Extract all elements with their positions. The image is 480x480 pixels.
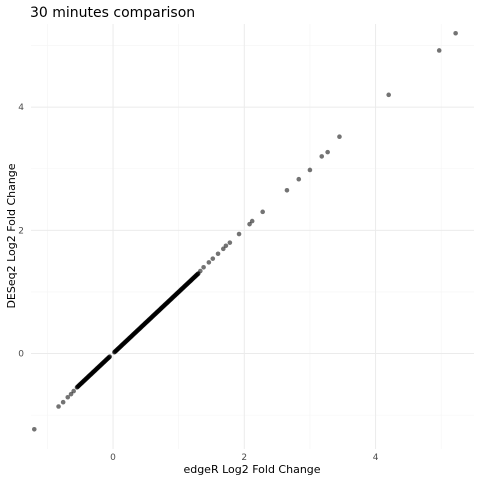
x-tick-label: 0 (110, 453, 116, 463)
scatter-point (247, 221, 252, 227)
scatter-point (223, 243, 229, 249)
x-axis-title: edgeR Log2 Fold Change (183, 463, 320, 476)
scatter-point (206, 260, 212, 265)
scatter-point (337, 134, 342, 140)
scatter-point (296, 176, 302, 182)
scatter-point (325, 149, 330, 155)
scatter-point (65, 394, 71, 400)
scatter-point (31, 426, 37, 432)
y-tick-label: 0 (18, 350, 24, 360)
data-points (31, 30, 458, 432)
scatter-point (220, 246, 226, 252)
scatter-point (249, 218, 255, 224)
scatter-point (260, 209, 265, 215)
scatter-point (284, 188, 290, 193)
tick-labels: 0 2 4 0 2 4 (18, 103, 378, 463)
scatter-point (453, 30, 458, 36)
y-tick-label: 4 (18, 103, 24, 113)
chart-title: 30 minutes comparison (30, 5, 195, 21)
scatter-point (68, 391, 74, 397)
grid-lines (31, 24, 474, 449)
scatter-point (60, 399, 66, 405)
scatter-point (210, 256, 216, 261)
scatter-point (436, 48, 442, 53)
scatter-point (198, 268, 203, 274)
scatter-point (107, 354, 113, 359)
scatter-point (56, 404, 61, 409)
scatter-point (227, 240, 233, 245)
scatter-point (236, 231, 242, 237)
scatter-point (307, 167, 313, 173)
scatter-point (201, 264, 206, 270)
y-axis-title: DESeq2 Log2 Fold Change (5, 163, 18, 308)
scatter-point (215, 251, 221, 257)
y-tick-label: 2 (18, 226, 24, 236)
x-tick-label: 4 (373, 453, 379, 463)
scatter-point (386, 92, 391, 98)
scatter-point (71, 388, 76, 394)
x-tick-label: 2 (241, 453, 247, 463)
scatter-point (319, 154, 325, 159)
